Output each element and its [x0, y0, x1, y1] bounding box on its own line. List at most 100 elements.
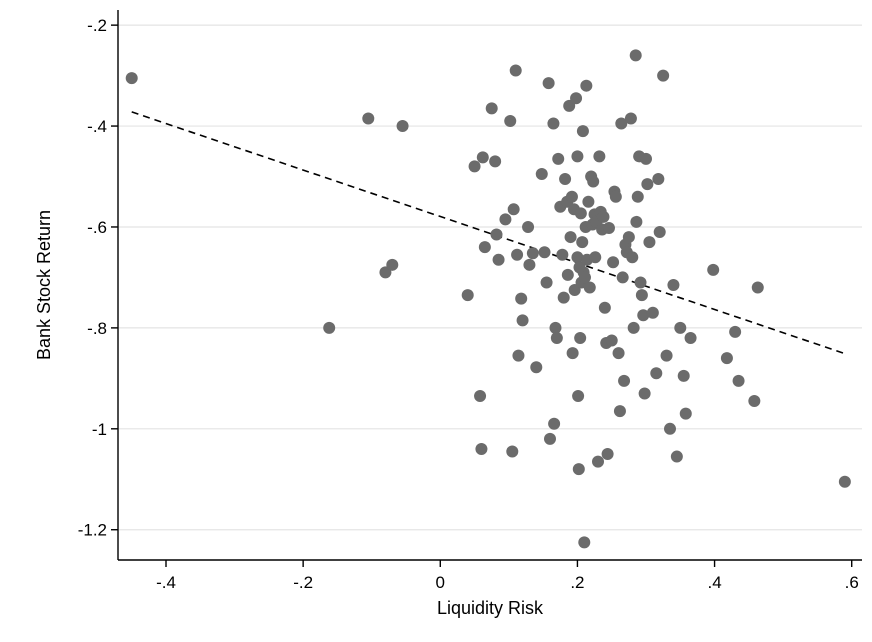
data-point	[386, 258, 399, 271]
data-point	[751, 281, 764, 294]
fit-line-layer	[131, 111, 846, 355]
data-point	[720, 352, 733, 365]
x-tick-label: 0	[436, 573, 445, 592]
x-axis-title: Liquidity Risk	[437, 598, 544, 618]
data-point	[522, 220, 535, 233]
fit-line	[131, 111, 846, 355]
data-point	[641, 178, 654, 191]
data-point	[592, 455, 604, 468]
data-point	[490, 228, 503, 241]
data-point	[362, 112, 375, 125]
y-axis-title: Bank Stock Return	[34, 210, 54, 360]
x-tick-label: .6	[845, 573, 859, 592]
data-point	[506, 445, 519, 458]
data-point	[631, 190, 644, 203]
data-point	[602, 221, 615, 234]
data-point	[489, 155, 502, 168]
data-point	[559, 173, 572, 186]
data-point	[684, 331, 697, 344]
data-point	[547, 117, 560, 130]
data-point	[679, 407, 692, 420]
data-point	[580, 79, 593, 92]
data-point	[512, 349, 525, 362]
y-tick-label: -.6	[87, 218, 107, 237]
x-tick-label: -.4	[156, 573, 176, 592]
data-point	[544, 432, 556, 445]
data-point	[504, 115, 517, 128]
data-point	[616, 271, 629, 284]
data-point	[526, 247, 539, 260]
data-point	[550, 331, 563, 344]
data-point	[461, 289, 474, 302]
data-point	[511, 248, 524, 261]
data-point	[535, 167, 548, 180]
data-point	[323, 321, 336, 334]
data-point	[677, 369, 690, 382]
data-point	[549, 321, 562, 334]
data-point	[542, 77, 555, 90]
data-point	[468, 160, 481, 173]
data-point	[561, 268, 574, 281]
data-point	[646, 306, 659, 319]
data-point	[635, 289, 648, 302]
data-point	[570, 92, 583, 105]
data-point	[396, 120, 409, 133]
data-point	[664, 422, 676, 435]
data-point	[627, 321, 640, 334]
data-point	[629, 49, 642, 62]
data-point	[565, 190, 578, 203]
data-point	[574, 331, 587, 344]
y-tick-label: -.4	[87, 117, 107, 136]
data-point	[667, 279, 680, 291]
data-point	[707, 263, 720, 276]
data-point	[125, 72, 138, 85]
data-point	[552, 152, 565, 165]
data-point	[597, 210, 610, 223]
data-point	[838, 475, 851, 488]
data-point	[572, 463, 585, 476]
data-point	[670, 450, 683, 463]
data-point	[548, 417, 561, 430]
data-point	[492, 253, 505, 266]
y-tick-label: -.8	[87, 319, 107, 338]
data-point	[499, 213, 512, 226]
data-point	[485, 102, 498, 115]
data-point	[475, 442, 488, 455]
data-points	[125, 49, 851, 549]
data-point	[634, 276, 647, 289]
data-point	[523, 258, 536, 271]
data-point	[652, 173, 665, 186]
axes: -.2 -.4 -.6 -.8 -1 -1.2 -.4 -.2 0 .2 .4 .6	[78, 10, 862, 592]
data-point	[516, 314, 529, 327]
data-point	[583, 281, 596, 294]
y-tick-label: -1.2	[78, 521, 107, 540]
data-point	[650, 367, 663, 380]
data-point	[571, 150, 584, 163]
data-point	[478, 241, 491, 254]
data-point	[609, 190, 622, 203]
data-point	[624, 112, 637, 125]
data-point	[593, 150, 606, 163]
data-point	[530, 361, 543, 374]
data-point	[607, 256, 620, 269]
x-tick-label: .4	[707, 573, 721, 592]
x-tick-label: .2	[570, 573, 584, 592]
data-point	[748, 395, 761, 408]
data-point	[732, 374, 745, 387]
data-point	[601, 448, 614, 461]
data-point	[576, 125, 589, 138]
data-point	[509, 64, 522, 77]
data-point	[615, 117, 628, 130]
data-point	[653, 226, 666, 239]
data-point	[578, 271, 591, 284]
data-point	[507, 203, 520, 216]
data-point	[630, 215, 643, 228]
gridlines	[118, 24, 862, 531]
data-point	[643, 236, 656, 249]
data-point	[538, 246, 551, 259]
data-point	[571, 251, 584, 264]
data-point	[557, 291, 570, 304]
data-point	[637, 309, 650, 322]
data-point	[598, 301, 611, 314]
